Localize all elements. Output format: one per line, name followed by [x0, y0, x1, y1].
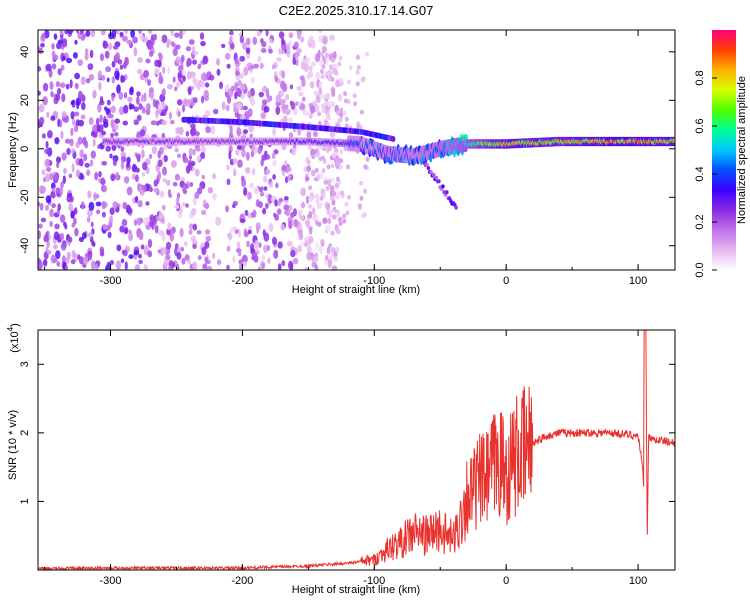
y-tick-label: 1: [19, 498, 31, 504]
snr-frame: [37, 329, 676, 571]
snr-panel: -300 -200 -100 0 100 3 2 1 Height of straight …: [6, 323, 676, 596]
spectrogram-panel: -300 -200 -100 0 100 40 20 0 -20 -40 Height of s…: [7, 29, 676, 296]
y-tick-label: -40: [19, 238, 31, 254]
spectrogram-frame: [37, 29, 676, 271]
snr-scale-prefix: (x10: [9, 331, 21, 352]
snr-scale-label: (x104): [6, 323, 21, 353]
spectrogram-x-ticks: -300 -200 -100 0 100: [44, 30, 647, 287]
snr-x-ticks: -300 -200 -100 0 100: [44, 330, 647, 587]
spectrogram-heatmap: [38, 30, 675, 270]
spectrogram-y-ticks: 40 20 0 -20 -40: [19, 46, 675, 254]
colorbar-tick-label: 0.4: [694, 166, 706, 181]
x-tick-label: 100: [629, 275, 647, 287]
snr-background: [38, 330, 675, 570]
y-tick-label: 2: [19, 430, 31, 436]
x-tick-label: 100: [629, 575, 647, 587]
x-tick-label: -300: [100, 275, 122, 287]
snr-series-line: [38, 330, 675, 570]
y-tick-label: 40: [19, 46, 31, 58]
x-tick-label: -200: [231, 275, 253, 287]
y-tick-label: 3: [19, 361, 31, 367]
snr-xlabel: Height of straight line (km): [292, 584, 420, 596]
snr-scale-exponent: 4: [6, 326, 15, 331]
x-tick-label: -200: [231, 575, 253, 587]
colorbar-ticks: 0.0 0.2 0.4 0.6 0.8: [694, 70, 717, 278]
x-tick-label: -100: [363, 275, 385, 287]
y-tick-label: 20: [19, 94, 31, 106]
colorbar-tick-label: 0.6: [694, 118, 706, 133]
spectrogram-ylabel: Frequency (Hz): [7, 112, 19, 188]
colorbar-gradient: [712, 30, 736, 270]
snr-y-ticks: 3 2 1: [19, 361, 675, 504]
x-tick-label: -300: [100, 575, 122, 587]
chart-title: C2E2.2025.310.17.14.G07: [279, 3, 434, 18]
colorbar-tick-label: 0.2: [694, 214, 706, 229]
x-tick-label: -100: [363, 575, 385, 587]
x-tick-label: 0: [503, 275, 509, 287]
colorbar: 0.0 0.2 0.4 0.6 0.8 Normalized spectral ampl…: [694, 30, 748, 278]
snr-ylabel: SNR (10 * v/v): [7, 410, 19, 480]
y-tick-label: 0: [19, 146, 31, 152]
spectrogram-xlabel: Height of straight line (km): [292, 284, 420, 296]
y-tick-label: -20: [19, 189, 31, 205]
svg-text:(x104): (x104): [6, 323, 21, 353]
x-tick-label: 0: [503, 575, 509, 587]
snr-scale-suffix: ): [9, 323, 21, 327]
colorbar-tick-label: 0.8: [694, 70, 706, 85]
colorbar-tick-label: 0.0: [694, 262, 706, 277]
colorbar-label: Normalized spectral amplitude: [736, 76, 748, 224]
